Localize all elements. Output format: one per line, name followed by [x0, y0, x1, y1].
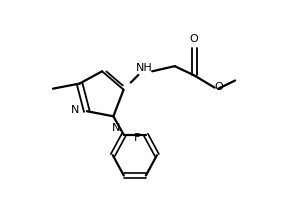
- Text: N: N: [112, 123, 120, 132]
- Text: N: N: [71, 105, 80, 115]
- Text: O: O: [214, 82, 223, 92]
- Text: F: F: [133, 133, 140, 143]
- Text: NH: NH: [136, 63, 153, 73]
- Text: O: O: [190, 34, 199, 43]
